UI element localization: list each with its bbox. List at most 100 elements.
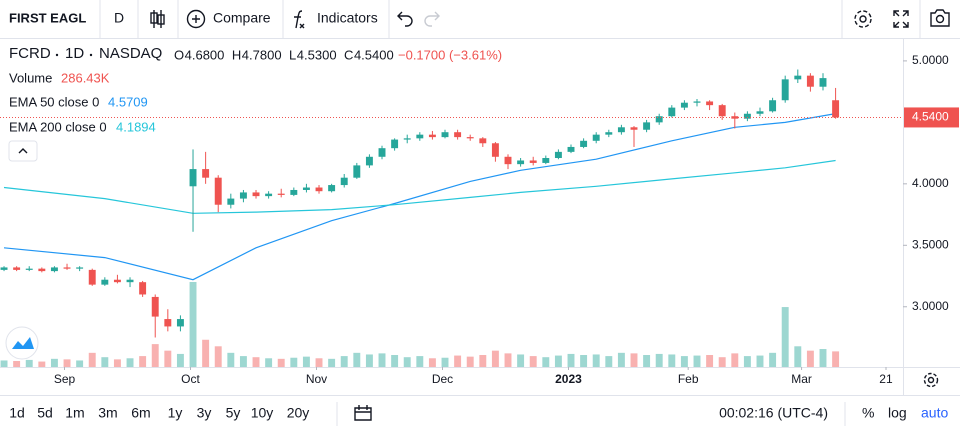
range-button[interactable]: 1m <box>65 405 84 421</box>
toolbar: FIRST EAGL D Compare Indicators <box>0 0 960 39</box>
candle-body <box>403 138 411 140</box>
candle-body <box>214 177 222 205</box>
range-button[interactable]: 5d <box>37 405 53 421</box>
volume-bar <box>718 357 726 367</box>
volume-bar <box>756 355 764 367</box>
range-button[interactable]: 3m <box>98 405 117 421</box>
volume-bar <box>139 356 147 367</box>
candle-body <box>479 138 487 144</box>
volume-bar <box>403 357 411 367</box>
volume-bar <box>277 358 285 367</box>
range-button[interactable]: 6m <box>131 405 150 421</box>
volume-bar <box>63 359 71 367</box>
ema-value: 4.5709 <box>108 94 148 109</box>
percent-toggle[interactable]: % <box>862 405 874 421</box>
candle-body <box>88 269 96 285</box>
logo[interactable] <box>5 326 39 360</box>
interval-button[interactable]: D <box>114 10 124 26</box>
range-button[interactable]: 1y <box>168 405 183 421</box>
volume-bar <box>491 350 499 367</box>
ema-legend: EMA 200 close 0 <box>9 119 107 134</box>
volume-bar <box>454 355 462 367</box>
symbol-search[interactable]: FIRST EAGL <box>9 10 86 25</box>
volume-bar <box>290 357 298 367</box>
candle-body <box>227 198 235 205</box>
candle-body <box>706 101 714 106</box>
auto-toggle[interactable]: auto <box>921 405 948 421</box>
candle-body <box>378 148 386 157</box>
volume-bar <box>328 358 336 367</box>
volume-bar <box>76 360 84 367</box>
candle-body <box>328 185 336 192</box>
candle-body <box>252 192 260 197</box>
footer: 00:02:16 (UTC-4) % log auto 1d 5d 1m 3m 6m 1y… <box>9 402 948 426</box>
candle-body <box>202 169 210 178</box>
candle-body <box>643 122 651 130</box>
plot-area <box>0 60 907 370</box>
volume-bar <box>25 359 33 367</box>
axis-settings[interactable] <box>923 372 939 388</box>
legend-interval: 1D <box>65 45 84 62</box>
volume-bar <box>50 358 58 367</box>
candle-body <box>164 319 172 327</box>
settings-button[interactable] <box>854 10 872 28</box>
candle-body <box>151 296 159 317</box>
volume-bar <box>655 353 663 367</box>
candle-body <box>794 75 802 80</box>
chart-type-button[interactable] <box>150 10 165 28</box>
volume-bar <box>88 352 96 367</box>
candle-body <box>718 105 726 117</box>
volume-value: 286.43K <box>61 70 110 85</box>
range-button[interactable]: 5y <box>226 405 241 421</box>
volume-bar <box>781 307 789 367</box>
candle-body <box>756 111 764 114</box>
compare-label: Compare <box>213 10 271 26</box>
snapshot-button[interactable] <box>930 9 950 27</box>
last-price-label: 4.5400 <box>912 110 949 124</box>
range-button[interactable]: 1d <box>9 405 25 421</box>
legend-field-key: C <box>344 47 353 62</box>
candle-body <box>139 282 147 295</box>
candle-body <box>126 279 134 283</box>
log-toggle[interactable]: log <box>888 405 907 421</box>
range-button[interactable]: 20y <box>287 405 310 421</box>
volume-bar <box>239 356 247 367</box>
candle-body <box>428 134 436 138</box>
candle-body <box>529 160 537 163</box>
candle-body <box>580 140 588 147</box>
collapse-button[interactable] <box>8 140 38 162</box>
volume-bar <box>214 346 222 367</box>
candle-body <box>38 268 46 272</box>
candle-body <box>416 134 424 139</box>
volume-bar <box>113 359 121 367</box>
icon <box>150 12 158 24</box>
icon <box>927 376 935 384</box>
candle-body <box>391 139 399 149</box>
volume-bar <box>479 355 487 367</box>
indicators-button[interactable]: Indicators <box>294 10 378 29</box>
candle-body <box>542 158 550 163</box>
fullscreen-button[interactable] <box>893 10 909 28</box>
time-tick-label: 2023 <box>555 372 582 386</box>
icon <box>192 15 200 23</box>
undo-button[interactable] <box>397 11 413 27</box>
candle-body <box>731 116 739 119</box>
time-tick-label: Feb <box>678 372 699 386</box>
range-button[interactable]: 3y <box>197 405 212 421</box>
time-tick-label: Sep <box>54 372 76 386</box>
candle-body <box>781 79 789 101</box>
range-button[interactable]: 10y <box>251 405 274 421</box>
compare-button[interactable]: Compare <box>186 10 271 29</box>
date-range-button[interactable] <box>354 405 372 421</box>
candle-body <box>63 267 71 269</box>
candle-body <box>101 279 109 285</box>
logo-circle <box>5 326 39 360</box>
candle-body <box>113 279 121 283</box>
redo-button[interactable] <box>424 11 440 27</box>
legend-field-value: 4.7800 <box>242 47 282 62</box>
volume-bar <box>617 352 625 367</box>
legend-field-key: O <box>174 47 184 62</box>
candle-body <box>25 268 33 270</box>
volume-bar <box>630 353 638 367</box>
